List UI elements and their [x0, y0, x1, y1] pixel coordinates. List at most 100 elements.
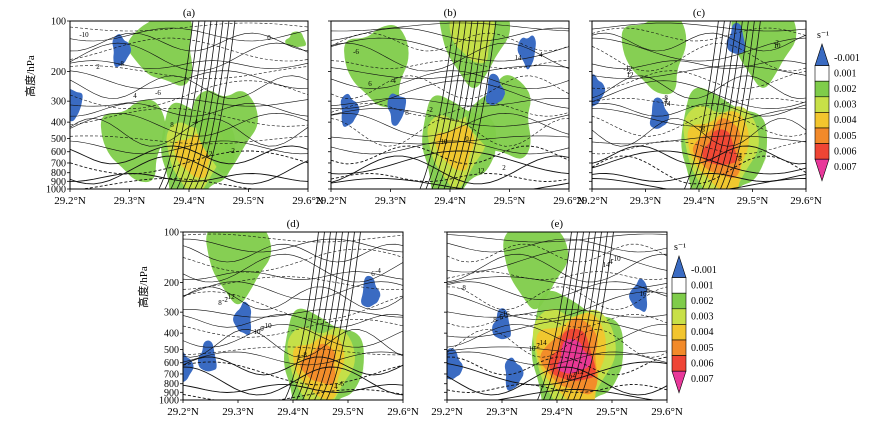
x-tick-label: 29.4°N	[541, 406, 573, 418]
panel-3: -12 -8 -6 -4 -2 2 4 6 8 10 12 14 29.2°N 29.3°N 29.4°N 2…	[576, 7, 822, 207]
contour-label: -4	[390, 77, 396, 85]
contour-label: 6	[646, 287, 650, 295]
shaded-region	[100, 99, 166, 183]
contour-line	[592, 108, 806, 127]
contour-label: 12	[478, 167, 486, 175]
contour-line	[314, 232, 349, 400]
x-tick-label: 29.2°N	[576, 195, 608, 207]
contour-line	[447, 291, 667, 321]
x-tick-label: 29.6°N	[553, 195, 585, 207]
contour-line	[331, 32, 569, 52]
colorbar-segment	[671, 277, 687, 294]
contour-line	[720, 21, 755, 189]
x-tick-label: 29.3°N	[486, 406, 518, 418]
contour-line	[419, 21, 455, 189]
contour-line	[549, 232, 584, 400]
contour-line	[331, 140, 569, 155]
plot-area: -16 -14 -12 -10 -8 -6 -2 2 4 6 8 10 12 14 16	[447, 232, 667, 400]
x-tick-label: 29.3°N	[222, 406, 254, 418]
contour-label: 0	[267, 34, 271, 42]
contour-label: -10	[79, 31, 89, 39]
panel-4: -12 -10 -8 -6 -4 -2 0 2 4 6 8 10 100 200 300 400 500 6007…	[136, 218, 419, 418]
colorbar-label: 0.001	[834, 68, 857, 79]
contour-line	[690, 21, 725, 189]
contour-label: -12	[574, 368, 584, 376]
contour-line	[447, 324, 667, 348]
contour-label: 2	[502, 164, 506, 172]
shaded-region-negative	[112, 34, 133, 68]
contour-line	[183, 291, 403, 321]
contour-line	[331, 102, 569, 117]
contour-line	[592, 98, 806, 107]
colorbar-arrow-top	[814, 43, 830, 66]
y-tick-label: 800	[51, 168, 66, 179]
colorbar-segment	[814, 80, 830, 98]
contour-line	[170, 21, 206, 189]
x-tick-label: 29.3°N	[114, 195, 146, 207]
contour-line	[176, 21, 212, 189]
contour-label: 10	[529, 345, 537, 353]
colorbar-label: 0.005	[834, 131, 857, 142]
y-tick-label: 700	[51, 158, 66, 169]
colorbar-2: s⁻¹ -0.001 0.001 0.002 0.003 0.004 0.005 0.006 0…	[671, 242, 717, 394]
contour-line	[183, 253, 403, 283]
plot-area: -10 -8 -6 -4 -2 0 2 4 8 12	[70, 21, 308, 189]
contour-label: 0	[465, 135, 469, 143]
contour-label: 0	[260, 325, 264, 333]
contour-label: -2	[222, 296, 228, 304]
contour-line	[592, 102, 806, 117]
y-tick-label: 300	[51, 97, 66, 108]
contour-line	[183, 276, 403, 290]
colorbar-label: 0.004	[834, 115, 857, 126]
colorbar-segment	[671, 308, 687, 325]
x-tick-label: 29.3°N	[630, 195, 662, 207]
y-tick-label: 200	[51, 67, 66, 78]
contour-line	[183, 314, 403, 328]
colorbar-segment	[814, 65, 830, 82]
y-tick-label: 900	[51, 177, 66, 188]
y-tick-label: 700	[164, 369, 179, 380]
contour-line	[70, 173, 308, 182]
contour-label: 10	[254, 328, 262, 336]
contour-label: -8	[460, 284, 466, 292]
contour-line	[183, 309, 403, 318]
shaded-region-negative	[629, 278, 648, 312]
panel-label: (b)	[444, 7, 457, 19]
y-tick-label: 800	[164, 379, 179, 390]
contour-label: 6	[371, 270, 375, 278]
contour-line	[70, 150, 308, 175]
contour-line	[70, 37, 308, 62]
contour-line	[431, 21, 467, 189]
contour-line	[592, 178, 806, 189]
contour-label: -12	[623, 65, 633, 73]
contour-line	[331, 173, 569, 182]
contour-line	[183, 346, 403, 356]
shaded-region	[503, 232, 570, 310]
contour-line	[308, 232, 343, 400]
contour-line	[696, 21, 731, 189]
contour-line	[447, 351, 667, 366]
contour-line	[447, 233, 667, 243]
contour-line	[183, 318, 403, 338]
contour-line	[447, 248, 667, 273]
contour-line	[493, 389, 658, 400]
contour-label: 2	[297, 354, 301, 362]
contour-line	[183, 281, 403, 301]
contour-line	[592, 150, 806, 175]
panel-5: -16 -14 -12 -10 -8 -6 -2 2 4 6 8 10 12 14 16 29.2°N 29.3…	[431, 218, 683, 418]
contour-label: 4	[609, 258, 613, 266]
contour-line	[708, 21, 743, 189]
contour-label: -6	[699, 123, 705, 131]
contour-label: -10	[262, 322, 272, 330]
shaded-region	[192, 90, 260, 174]
contour-line	[447, 243, 667, 263]
contour-line	[447, 314, 667, 328]
contour-line	[592, 112, 806, 137]
contour-line	[447, 329, 667, 358]
contour-label: 12	[627, 71, 635, 79]
contour-line	[183, 324, 403, 348]
x-tick-label: 29.6°N	[790, 195, 822, 207]
x-tick-label: 29.3°N	[375, 195, 407, 207]
colorbar-segment	[814, 112, 830, 129]
